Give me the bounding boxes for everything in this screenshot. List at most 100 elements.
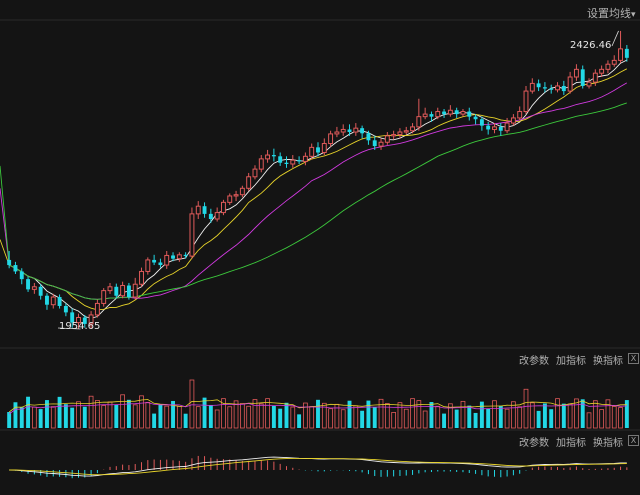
candle-down [580,69,585,86]
volume-bar-up [246,405,252,429]
macd-close-icon[interactable]: X [628,435,639,446]
macd-dea-line [9,457,627,476]
volume-add-indicator-button[interactable]: 加指标 [556,356,586,367]
candle-down [126,285,131,298]
candle-down [152,259,157,263]
candle-up [504,122,510,132]
volume-bar-down [479,401,484,428]
volume-bar-down [158,404,163,428]
candle-up [447,109,453,115]
candle-down [284,162,289,164]
candle-up [290,159,296,165]
volume-bar-down [114,404,119,428]
volume-edit-params-button[interactable]: 改参数 [519,356,549,367]
candle-up [164,254,170,266]
candle-up [176,254,182,260]
candle-up [145,259,151,272]
candle-up [50,296,56,306]
moving-average-lines [0,59,628,319]
candle-down [271,155,276,157]
candle-up [94,302,100,316]
volume-bar-up [523,388,529,429]
volume-bar-up [164,405,170,429]
volume-bar-down [297,414,302,428]
ma20-line [0,82,628,300]
volume-bar-up [397,402,403,429]
volume-bar-up [517,406,523,429]
candle-up [384,135,390,143]
ma60-line [0,102,627,300]
volume-close-icon[interactable]: X [628,353,639,364]
volume-bar-down [347,400,352,428]
candle-up [416,116,422,128]
candle-down [57,297,62,306]
candle-down [467,111,472,117]
candle-up [88,314,94,325]
candle-up [353,127,359,133]
volume-ma-line [8,402,627,415]
volume-bar-up [592,400,598,429]
high-price-label: 2426.46 [570,40,612,51]
macd-add-indicator-button[interactable]: 加指标 [556,438,586,449]
candle-down [7,259,12,266]
volume-bar-down [202,397,207,428]
candle-up [567,76,573,92]
candle-down [360,128,365,134]
ma-settings-button[interactable]: 设置均线▾ [587,5,636,21]
volume-bar-up [95,400,100,429]
candle-up [586,81,592,87]
candle-down [202,206,207,214]
volume-bar-up [599,409,604,429]
candle-down [372,140,377,147]
volume-bar-up [195,406,201,429]
candle-down [208,213,213,219]
volume-ma-line [8,399,627,413]
volume-bar-up [448,403,453,429]
volume-bar-down [278,408,283,428]
candle-down [26,279,31,290]
candle-up [195,205,201,215]
volume-bar-down [536,410,541,428]
volume-bar-up [529,402,535,429]
candle-up [618,48,623,61]
candle-up [573,68,579,78]
volume-bar-down [624,400,629,428]
candle-down [19,271,24,280]
macd-switch-indicator-button[interactable]: 换指标 [593,438,623,449]
volume-bar-down [271,405,276,428]
volume-bar-up [460,400,466,429]
candle-down [366,133,371,141]
candle-up [391,134,397,137]
volume-bar-down [126,399,131,428]
volume-bar-up [107,401,113,429]
candle-down [442,111,447,115]
volume-bar-down [82,406,87,428]
volume-bar-down [171,400,175,428]
candle-down [429,114,434,117]
volume-bar-up [567,403,573,429]
volume-bar-down [284,402,289,428]
candle-up [233,194,239,197]
volume-bar-down [316,399,320,428]
volume-bar-up [101,405,107,429]
volume-bar-up [605,399,611,429]
volume-bar-down [70,407,75,428]
candle-up [302,155,308,162]
ma-settings-label: 设置均线 [587,7,631,20]
candle-down [473,116,478,120]
candle-down [498,126,503,131]
candle-up [435,111,441,118]
volume-bar-up [76,401,81,429]
volume-bar-up [290,406,296,429]
candle-up [246,176,252,189]
candle-up [410,126,415,132]
macd-edit-params-button[interactable]: 改参数 [519,438,549,449]
volume-bar-up [221,398,226,429]
candle-down [624,48,629,58]
candle-up [227,195,233,203]
volume-switch-indicator-button[interactable]: 换指标 [593,356,623,367]
candle-up [340,128,346,133]
candle-up [460,111,466,115]
low-marker-arrow [57,327,81,330]
